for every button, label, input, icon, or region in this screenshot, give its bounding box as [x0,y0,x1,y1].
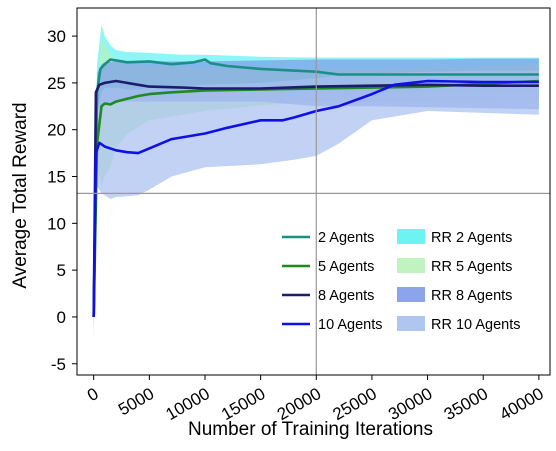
y-tick-label: 10 [47,214,66,233]
lines-layer [92,58,539,318]
legend-swatch-rr-5-agents [397,258,425,273]
legend-swatch-rr-10-agents [397,316,425,331]
band-rr-10-agents [93,70,539,341]
legend-label-5-agents: 5 Agents [318,259,374,275]
plot-area-frame [76,7,551,376]
series-line-8-agents [92,79,539,318]
y-axis-label: Average Total Reward [10,102,31,288]
legend-label-rr-5-agents: RR 5 Agents [431,259,512,275]
x-tick-label: 5000 [115,384,157,419]
y-tick-label: 15 [47,168,66,187]
y-tick-label: 0 [57,308,66,327]
legend-swatch-rr-8-agents [397,287,425,302]
crosshair [77,8,550,375]
x-tick-label: 40000 [496,384,546,424]
legend-label-10-agents: 10 Agents [318,317,383,333]
series-line-10-agents [92,79,539,318]
legend-label-rr-10-agents: RR 10 Agents [431,317,520,333]
y-tick-label: 5 [57,261,66,280]
legend-label-8-agents: 8 Agents [318,288,374,304]
legend-label-2-agents: 2 Agents [318,230,374,246]
y-tick-label: -5 [51,355,66,374]
legend-swatch-rr-2-agents [397,229,425,244]
series-line-2-agents [92,58,539,318]
x-tick-label: 0 [84,384,102,405]
legend-label-rr-8-agents: RR 8 Agents [431,288,512,304]
legend-label-rr-2-agents: RR 2 Agents [431,230,512,246]
y-tick-label: 25 [47,74,66,93]
x-axis-label: Number of Training Iterations [188,419,433,440]
y-tick-label: 20 [47,121,66,140]
x-tick-label: 35000 [441,384,491,424]
legend: 2 Agents 5 Agents 8 Agents 10 Agents RR 2 Ag… [282,229,520,333]
y-tick-label: 30 [47,27,66,46]
